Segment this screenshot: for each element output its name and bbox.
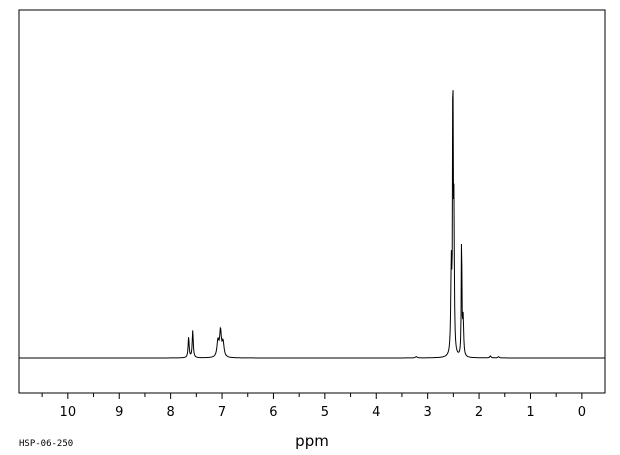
- spectrum-code-label: HSP-06-250: [19, 439, 73, 449]
- x-tick-label: 10: [60, 405, 77, 420]
- x-tick-label: 9: [115, 405, 123, 420]
- x-tick-label: 2: [475, 405, 483, 420]
- x-axis-title: ppm: [295, 432, 329, 450]
- x-tick-label: 6: [269, 405, 277, 420]
- plot-frame: [18, 9, 606, 394]
- x-tick-label: 8: [166, 405, 174, 420]
- x-tick-label: 7: [218, 405, 226, 420]
- spectrum-trace: [19, 90, 605, 359]
- x-tick-label: 1: [526, 405, 534, 420]
- x-tick-label: 0: [578, 405, 586, 420]
- x-tick-label: 4: [372, 405, 380, 420]
- x-tick-label: 3: [424, 405, 432, 420]
- x-tick-label: 5: [321, 405, 329, 420]
- x-axis-tick-labels: 10 9 8 7 6 5 4 3 2 1 0: [60, 405, 586, 420]
- x-axis-ticks: [41, 393, 583, 399]
